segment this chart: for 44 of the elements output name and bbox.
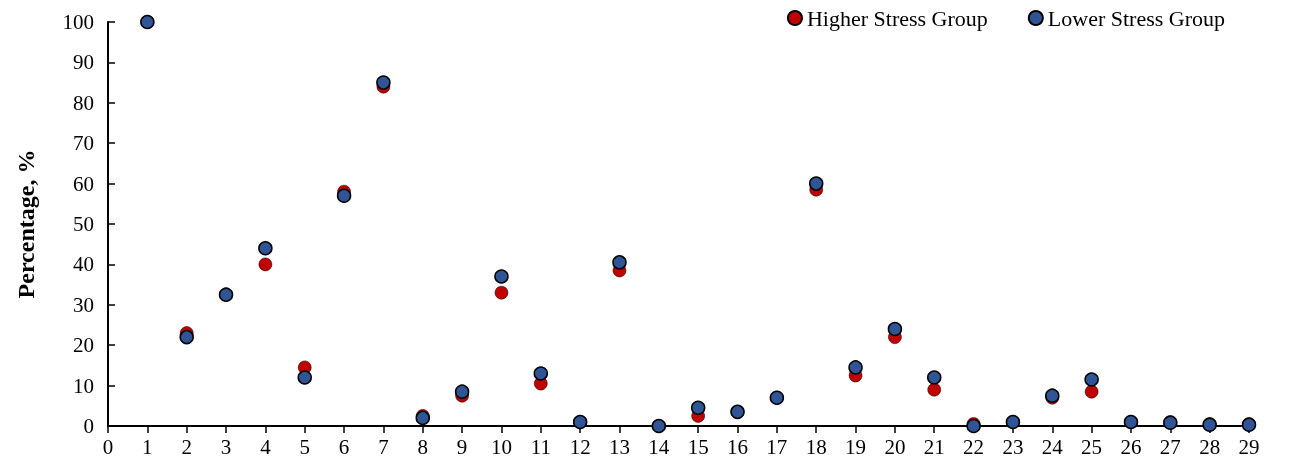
y-tick-label: 80: [73, 90, 94, 115]
y-tick-label: 20: [73, 333, 94, 358]
x-tick-label: 6: [338, 434, 350, 459]
x-tick-label: 24: [1041, 434, 1064, 459]
y-tick-label: 100: [62, 10, 94, 34]
x-tick-label: 19: [845, 434, 867, 459]
x-tick-label: 27: [1159, 434, 1181, 459]
y-tick-label: 30: [73, 292, 94, 317]
y-tick-label: 90: [73, 50, 94, 75]
x-tick-label: 23: [1002, 434, 1024, 459]
x-tick-label: 4: [260, 434, 272, 459]
x-tick-label: 7: [378, 434, 389, 459]
x-tick-label: 15: [687, 434, 709, 459]
x-tick-label: 22: [963, 434, 985, 459]
x-tick-label: 1: [142, 434, 153, 459]
x-tick-label: 2: [181, 434, 192, 459]
x-tick-label: 20: [884, 434, 906, 459]
x-tick-label: 12: [569, 434, 591, 459]
x-tick-label: 18: [805, 434, 827, 459]
x-tick-label: 8: [417, 434, 429, 459]
x-tick-label: 9: [456, 434, 468, 459]
x-tick-label: 16: [727, 434, 749, 459]
x-tick-label: 14: [648, 434, 670, 459]
y-tick-label: 60: [73, 171, 94, 196]
x-tick-label: 0: [102, 434, 114, 459]
x-tick-label: 13: [608, 434, 630, 459]
y-tick-label: 50: [73, 212, 94, 236]
x-tick-label: 10: [490, 434, 512, 459]
x-tick-label: 28: [1199, 434, 1221, 459]
x-tick-label: 25: [1081, 434, 1103, 459]
x-tick-label: 21: [923, 434, 945, 459]
y-tick-label: 70: [73, 131, 94, 156]
x-tick-label: 17: [766, 434, 788, 459]
legend-label: Lower Stress Group: [1047, 5, 1226, 31]
x-tick-label: 11: [530, 434, 551, 459]
y-tick-label: 10: [73, 373, 94, 398]
x-tick-label: 26: [1120, 434, 1142, 459]
legend-label: Higher Stress Group: [806, 5, 988, 31]
x-tick-label: 29: [1238, 434, 1260, 459]
y-tick-label: 40: [73, 252, 94, 277]
y-axis-title: Percentage, %: [13, 149, 39, 299]
x-tick-label: 3: [220, 434, 232, 459]
x-tick-label: 5: [299, 434, 310, 459]
y-tick-label: 0: [83, 414, 94, 438]
